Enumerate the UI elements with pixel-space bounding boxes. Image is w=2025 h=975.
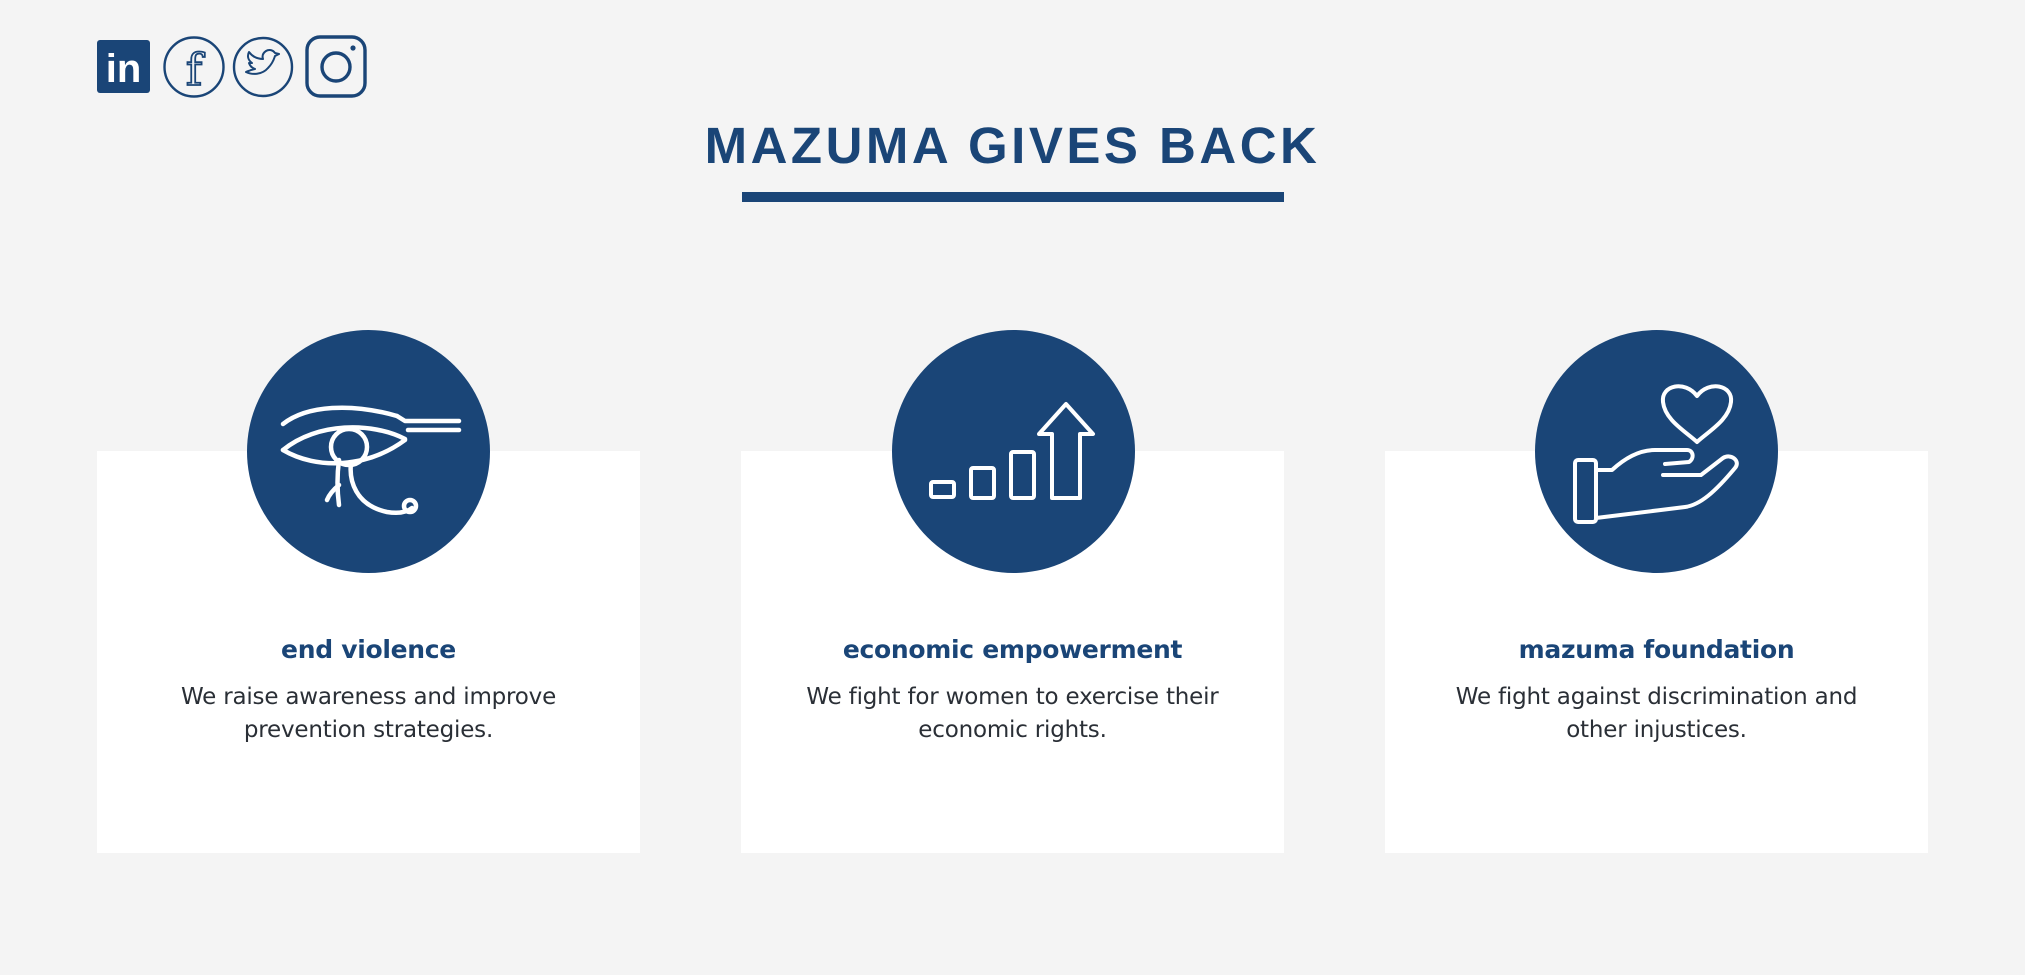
facebook-text: f bbox=[186, 45, 205, 96]
linkedin-link[interactable]: in bbox=[96, 35, 152, 95]
eye-of-horus-icon bbox=[280, 405, 462, 516]
card-text: We fight for women to exercise their eco… bbox=[806, 684, 1219, 743]
twitter-link[interactable] bbox=[232, 35, 294, 99]
instagram-link[interactable] bbox=[304, 35, 368, 99]
title-underline bbox=[742, 192, 1284, 202]
growth-chart-arrow-icon bbox=[929, 402, 1095, 500]
hand-holding-heart-icon bbox=[1573, 384, 1739, 524]
card-text: We fight against discrimination and othe… bbox=[1455, 684, 1858, 743]
twitter-icon bbox=[232, 36, 294, 98]
instagram-icon bbox=[305, 35, 367, 98]
card-icon-circle bbox=[1535, 330, 1778, 573]
card-title: end violence bbox=[281, 635, 456, 664]
facebook-link[interactable]: f bbox=[162, 35, 226, 99]
linkedin-icon: in bbox=[97, 40, 150, 93]
card-text: We raise awareness and improve preventio… bbox=[180, 684, 557, 743]
linkedin-text: in bbox=[106, 47, 142, 91]
facebook-icon: f bbox=[163, 36, 225, 98]
card-title: mazuma foundation bbox=[1518, 635, 1795, 664]
card-icon-circle bbox=[892, 330, 1135, 573]
card-icon-circle bbox=[247, 330, 490, 573]
page-title: MAZUMA GIVES BACK bbox=[704, 117, 1321, 174]
card-title: economic empowerment bbox=[842, 635, 1183, 664]
